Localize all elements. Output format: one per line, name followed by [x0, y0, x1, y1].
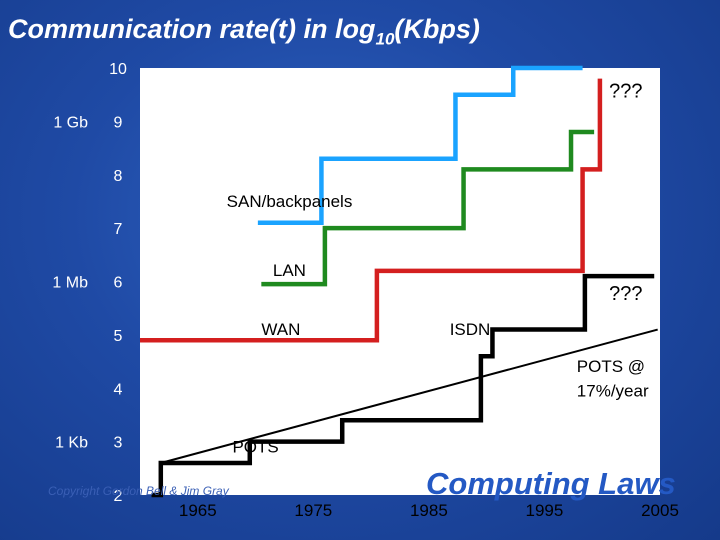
title-end: (Kbps)	[394, 14, 480, 44]
plot-area	[140, 68, 660, 495]
x-tick-label-4: 2005	[641, 501, 679, 520]
y-tick-label-5: 5	[114, 328, 123, 345]
y-tick-label-1: 9	[114, 114, 123, 131]
copyright-text: Copyright Gordon Bell & Jim Gray	[48, 484, 230, 498]
series-line-0	[257, 65, 583, 226]
y-tick-label-0: 10	[109, 61, 127, 78]
chart-annotation-7: POTS @	[577, 357, 645, 376]
x-tick-label-2: 1985	[410, 501, 448, 520]
x-tick-label-0: 1965	[179, 501, 217, 520]
chart-annotation-6: ???	[609, 283, 642, 305]
side-label-1: 1 Mb	[52, 275, 88, 292]
chart-annotation-1: LAN	[273, 261, 306, 280]
y-tick-label-3: 7	[114, 221, 123, 238]
series-line-1	[261, 129, 595, 287]
x-tick-label-1: 1975	[294, 501, 332, 520]
label-layer: SAN/backpanels LAN WAN ISDN POTS?????? POTS @…	[227, 80, 649, 456]
chart-annotation-0: SAN/backpanels	[227, 192, 353, 211]
x-tick-layer: 1965 1975 1985 1995 2005	[179, 501, 679, 520]
chart-annotation-8: 17%/year	[577, 381, 649, 400]
y-tick-label-2: 8	[114, 168, 123, 185]
y-tick-layer: 10 9 8 7 6 5 4 3 2	[109, 61, 127, 505]
side-label-0: 1 Gb	[53, 114, 88, 131]
title-main: Communication rate(t) in log	[8, 14, 376, 44]
series-line-4	[160, 328, 658, 464]
series-line-3	[151, 273, 655, 498]
chart-title: Communication rate(t) in log10(Kbps)	[8, 14, 480, 49]
y-tick-label-6: 4	[114, 381, 123, 398]
series-line-2	[140, 78, 603, 343]
side-label-2: 1 Kb	[55, 435, 88, 452]
side-label-layer: 1 Gb 1 Mb 1 Kb	[52, 114, 88, 451]
y-tick-label-8: 2	[114, 488, 123, 505]
brand-text: Computing Laws	[426, 466, 676, 501]
y-tick-label-7: 3	[114, 435, 123, 452]
y-tick-label-4: 6	[114, 275, 123, 292]
series-layer	[140, 65, 658, 498]
chart-annotation-2: WAN	[261, 320, 300, 339]
chart-annotation-5: ???	[609, 80, 642, 102]
x-tick-label-3: 1995	[526, 501, 564, 520]
chart-annotation-4: POTS	[232, 437, 278, 456]
title-subscript: 10	[375, 29, 395, 49]
chart-annotation-3: ISDN	[450, 320, 491, 339]
